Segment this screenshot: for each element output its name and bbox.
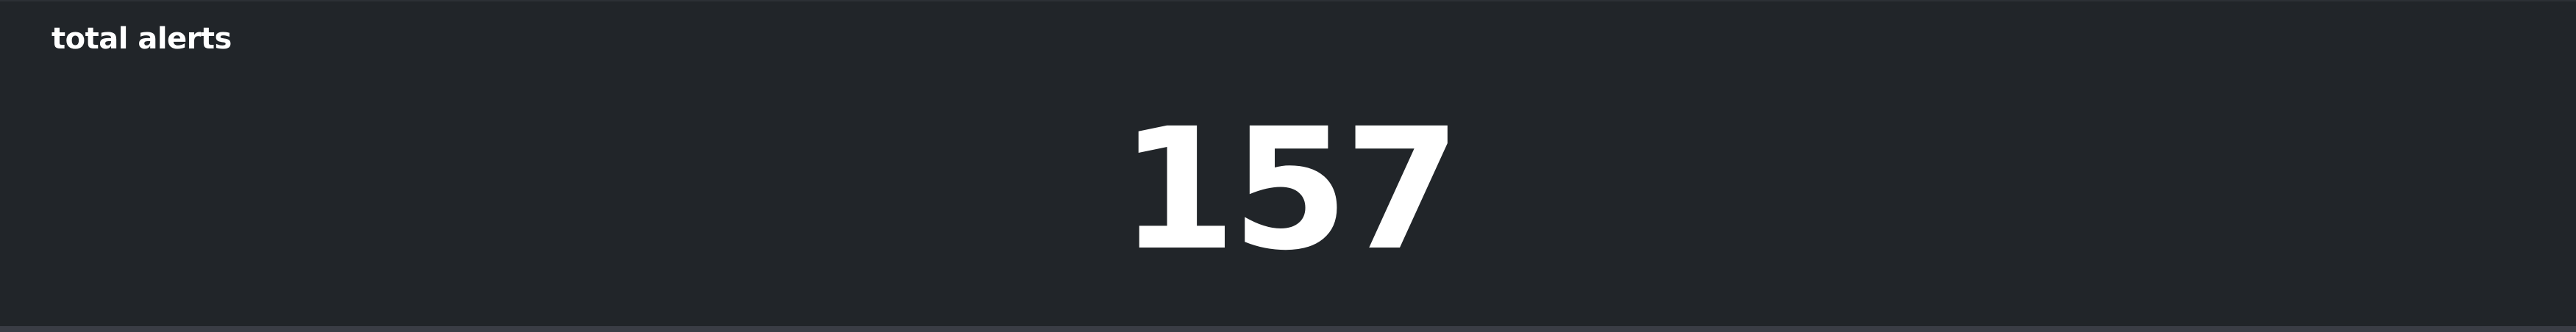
panel-title: total alerts — [51, 22, 232, 56]
total-alerts-value: 157 — [1120, 92, 1461, 287]
panel-bottom-border — [0, 326, 2576, 332]
